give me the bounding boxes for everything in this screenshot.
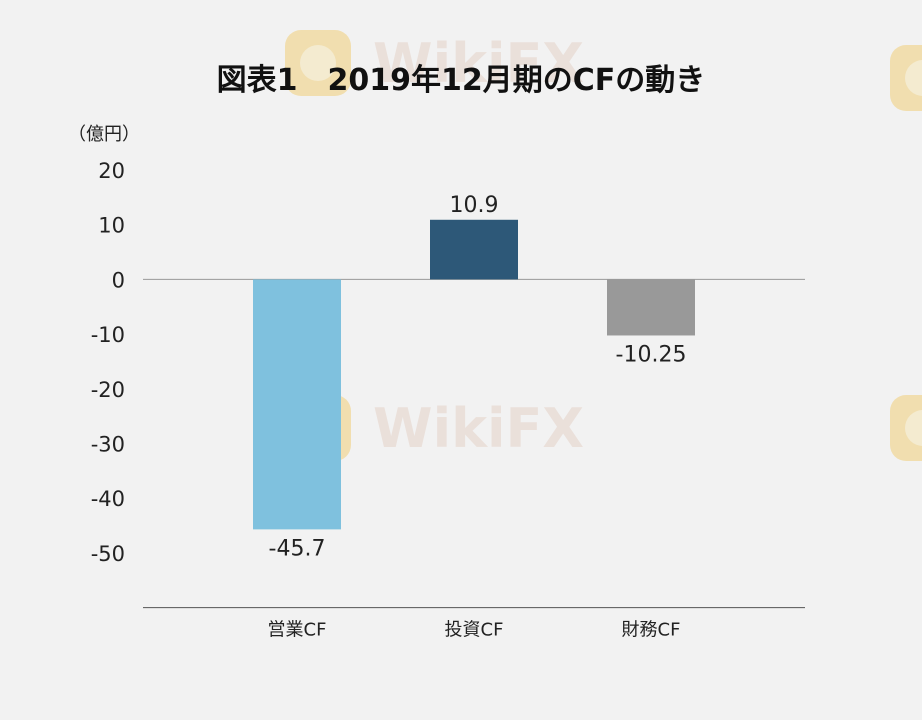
data-label: 10.9 [450,193,499,218]
watermark-text: WikiFX [373,32,584,95]
wikifx-watermark-layer: WikiFX WikiFX [285,30,922,461]
x-category-label: 投資CF [445,620,504,641]
watermark-logo [890,395,922,461]
y-tick-label: -30 [91,433,125,457]
y-tick-label: -40 [91,487,125,511]
y-axis-ticks: 20 10 0 -10 -20 -30 -40 -50 [91,159,125,566]
y-tick-label: 10 [98,214,125,238]
y-tick-label: -10 [91,323,125,347]
bar [430,219,518,280]
bar-series [253,219,695,530]
y-tick-label: -20 [91,378,125,402]
data-label: -10.25 [616,342,687,367]
chart-title: 図表1 2019年12月期のCFの動き [217,63,706,98]
x-axis-category-labels: 営業CF 投資CF 財務CF [268,620,681,641]
x-category-label: 財務CF [622,620,681,641]
x-category-label: 営業CF [268,620,327,641]
watermark-logo [285,30,351,96]
data-labels: -45.7 10.9 -10.25 [269,193,687,562]
y-axis-unit-label: （億円） [68,124,140,145]
bar [607,279,695,336]
data-label: -45.7 [269,536,326,561]
y-tick-label: 0 [112,268,125,292]
y-tick-label: 20 [98,159,125,183]
watermark-logo [890,45,922,111]
y-tick-label: -50 [91,542,125,566]
bar [253,279,341,530]
watermark-text: WikiFX [373,397,584,460]
